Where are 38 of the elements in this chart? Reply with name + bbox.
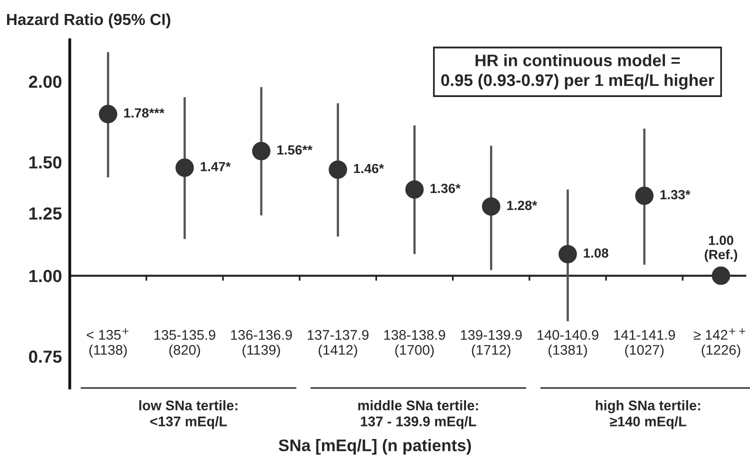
annotation: HR in continuous model = 0.95 (0.93-0.97) per 1 mEq/L higher	[441, 54, 714, 90]
x-tick-label: 139-139.9 (1712)	[460, 330, 522, 358]
point	[405, 180, 424, 199]
text: high SNa tertile: ≥140 mEq/L	[596, 400, 700, 430]
point	[635, 186, 654, 205]
x-tick-label: < 135$^{+}$ (1138)	[86, 328, 129, 358]
data-label: 1.46*	[354, 164, 384, 174]
x-tick-label: ≥ 142$^{++}$ (1226)	[694, 328, 746, 358]
x-tick-label: 136-136.9 (1139)	[231, 330, 292, 358]
data-label: 1.56**	[277, 145, 312, 155]
x-tick-label: 141-141.9 (1027)	[614, 330, 675, 358]
point	[175, 158, 194, 177]
point	[482, 197, 500, 216]
x-tick-label: 138-138.9 (1700)	[384, 330, 446, 358]
text: low SNa tertile: <137 mEq/L	[139, 400, 238, 430]
x-axis-title: SNa [mEq/L] (n patients)	[278, 439, 471, 455]
x-tick-label: 135-135.9 (820)	[154, 330, 216, 358]
data-label: 1.78***	[124, 108, 164, 118]
y-tick-label: 1.00	[29, 270, 62, 282]
data-label: 1.00 (Ref.)	[704, 236, 738, 262]
x-tick-label: 140-140.9 (1381)	[538, 330, 598, 358]
point	[712, 266, 730, 285]
text: middle SNa tertile: 137 - 139.9 mEq/L	[358, 400, 478, 430]
point	[328, 160, 348, 179]
y-tick-label: 0.75	[29, 350, 62, 363]
point	[558, 244, 577, 264]
data-label: 1.36*	[430, 184, 461, 194]
data-label: 1.47*	[200, 162, 231, 172]
point	[252, 142, 270, 160]
point	[98, 104, 118, 124]
y-tick-label: 1.50	[29, 156, 62, 169]
data-label: 1.08	[584, 248, 608, 258]
data-label: 1.33*	[660, 190, 690, 200]
y-tick-label: 1.25	[29, 207, 62, 220]
data-label: 1.28*	[507, 200, 538, 210]
y-tick-label: 2.00	[28, 76, 62, 88]
x-tick-label: 137-137.9 (1412)	[308, 330, 369, 358]
y-axis-title: Hazard Ratio (95% CI)	[7, 13, 170, 28]
